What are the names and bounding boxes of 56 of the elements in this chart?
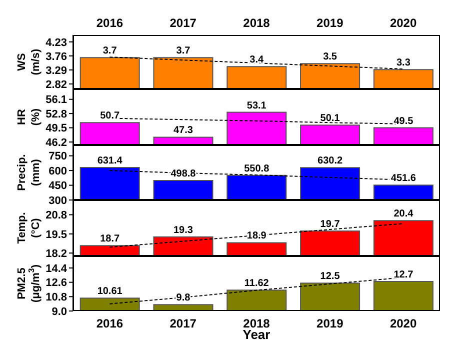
- y-axis-title: HR (%): [16, 108, 42, 126]
- y-tick-label: 750: [48, 150, 67, 163]
- x-tick-label: 2019: [316, 16, 344, 30]
- y-tick-label: 19.5: [46, 228, 67, 241]
- y-axis-title: Precip. (mm): [16, 154, 42, 191]
- y-tick-label: 20.8: [46, 210, 67, 222]
- data-label: 3.7: [176, 46, 191, 57]
- y-tick-label: 3.29: [46, 64, 67, 77]
- data-label: 53.1: [246, 100, 267, 112]
- y-tick-label: 52.8: [46, 108, 67, 120]
- x-tick-label: 2017: [170, 16, 197, 30]
- data-label: 20.4: [394, 208, 414, 220]
- data-label: 19.3: [174, 224, 194, 236]
- y-tick-label: 9.0: [52, 306, 67, 318]
- y-tick-label: 300: [48, 194, 67, 207]
- x-tick-label: 2019: [316, 316, 344, 331]
- x-tick-label: 2020: [390, 16, 417, 30]
- data-label: 10.61: [97, 286, 123, 298]
- data-label: 3.7: [102, 46, 118, 57]
- data-label: 50.7: [100, 110, 120, 122]
- x-tick-label: 2016: [96, 316, 124, 331]
- y-tick-label: 18.2: [46, 248, 67, 260]
- data-label: 451.6: [390, 173, 416, 184]
- data-label: 18.9: [246, 230, 267, 242]
- y-tick-label: 14.4: [46, 262, 68, 275]
- y-tick-label: 49.5: [46, 122, 67, 135]
- y-tick-label: 450: [48, 180, 67, 192]
- x-tick-label: 2018: [243, 16, 270, 30]
- data-label: 550.8: [244, 163, 270, 174]
- data-label: 18.7: [100, 234, 120, 245]
- x-tick-label: 2017: [170, 316, 197, 331]
- data-label: 49.5: [394, 116, 414, 127]
- x-tick-label: 2016: [96, 16, 124, 30]
- data-label: 12.7: [394, 270, 414, 281]
- y-tick-label: 2.82: [46, 78, 67, 91]
- data-label: 11.62: [244, 278, 270, 290]
- data-label: 50.1: [320, 113, 340, 124]
- data-label: 12.5: [320, 271, 340, 282]
- y-tick-label: 12.6: [46, 277, 67, 290]
- y-tick-label: 4.23: [46, 36, 67, 49]
- data-label: 9.8: [176, 292, 191, 304]
- data-label: 3.3: [396, 58, 411, 69]
- data-label: 47.3: [174, 125, 194, 136]
- y-axis-title: WS (m/s): [16, 48, 42, 76]
- data-label: 3.4: [250, 54, 264, 66]
- y-tick-label: 56.1: [46, 94, 67, 106]
- data-label: 3.5: [323, 52, 338, 63]
- y-tick-label: 3.76: [46, 50, 67, 63]
- data-label: 19.7: [320, 218, 340, 230]
- y-axis-title: Temp. (°C): [16, 212, 42, 244]
- data-label: 631.4: [97, 155, 123, 166]
- x-tick-label: 2020: [390, 316, 417, 331]
- y-tick-label: 10.8: [46, 292, 67, 304]
- y-tick-label: 600: [48, 165, 67, 178]
- data-label: 630.2: [318, 156, 343, 167]
- y-tick-label: 46.2: [46, 136, 67, 149]
